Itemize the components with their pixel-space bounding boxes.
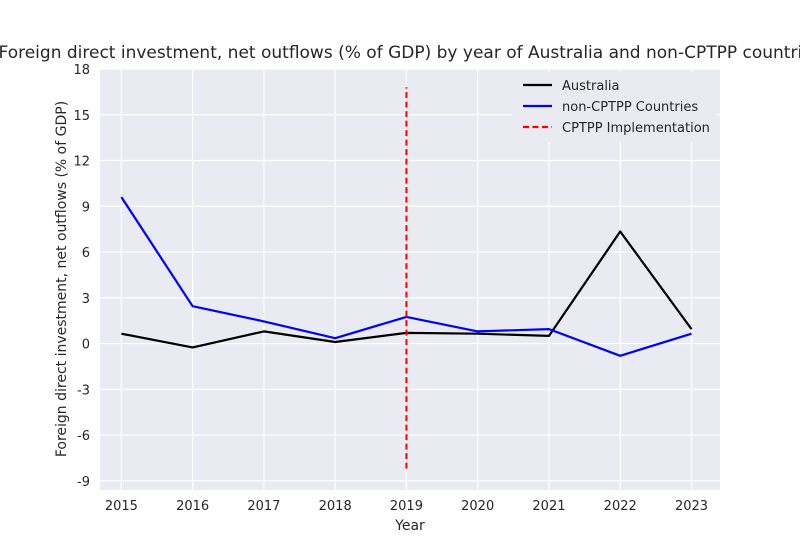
- y-tick-label: 18: [73, 63, 90, 78]
- x-tick-label: 2022: [604, 499, 637, 514]
- x-tick-label: 2015: [105, 499, 138, 514]
- legend: Australia non-CPTPP Countries CPTPP Implem…: [512, 72, 716, 142]
- legend-label: Australia: [562, 79, 620, 94]
- x-tick-label: 2021: [532, 499, 565, 514]
- legend-label: CPTPP Implementation: [562, 121, 710, 136]
- x-tick-label: 2019: [390, 499, 423, 514]
- x-tick-label: 2018: [319, 499, 352, 514]
- y-axis-label: Foreign direct investment, net outflows …: [54, 101, 70, 457]
- y-axis: -9 -6 -3 0 3 6 9 12 15 18: [73, 63, 90, 490]
- x-tick-label: 2020: [461, 499, 494, 514]
- x-tick-label: 2023: [675, 499, 708, 514]
- y-tick-label: 0: [82, 338, 90, 353]
- series-line-non-cptpp-countries: [120, 196, 692, 357]
- x-tick-label: 2017: [247, 499, 280, 514]
- y-tick-label: 9: [82, 200, 90, 215]
- y-tick-label: 12: [73, 155, 90, 170]
- y-tick-label: 3: [82, 292, 90, 307]
- y-tick-label: 6: [82, 246, 90, 261]
- grid: [100, 68, 720, 490]
- y-tick-label: -9: [77, 475, 90, 490]
- x-axis-label: Year: [394, 518, 425, 534]
- legend-label: non-CPTPP Countries: [562, 100, 698, 115]
- chart-title: Foreign direct investment, net outflows …: [0, 43, 800, 63]
- y-tick-label: -6: [77, 429, 90, 444]
- x-tick-label: 2016: [176, 499, 209, 514]
- y-tick-label: 15: [73, 109, 90, 124]
- y-tick-label: -3: [77, 383, 90, 398]
- x-axis: 2015 2016 2017 2018 2019 2020 2021 2022 2023: [105, 499, 708, 514]
